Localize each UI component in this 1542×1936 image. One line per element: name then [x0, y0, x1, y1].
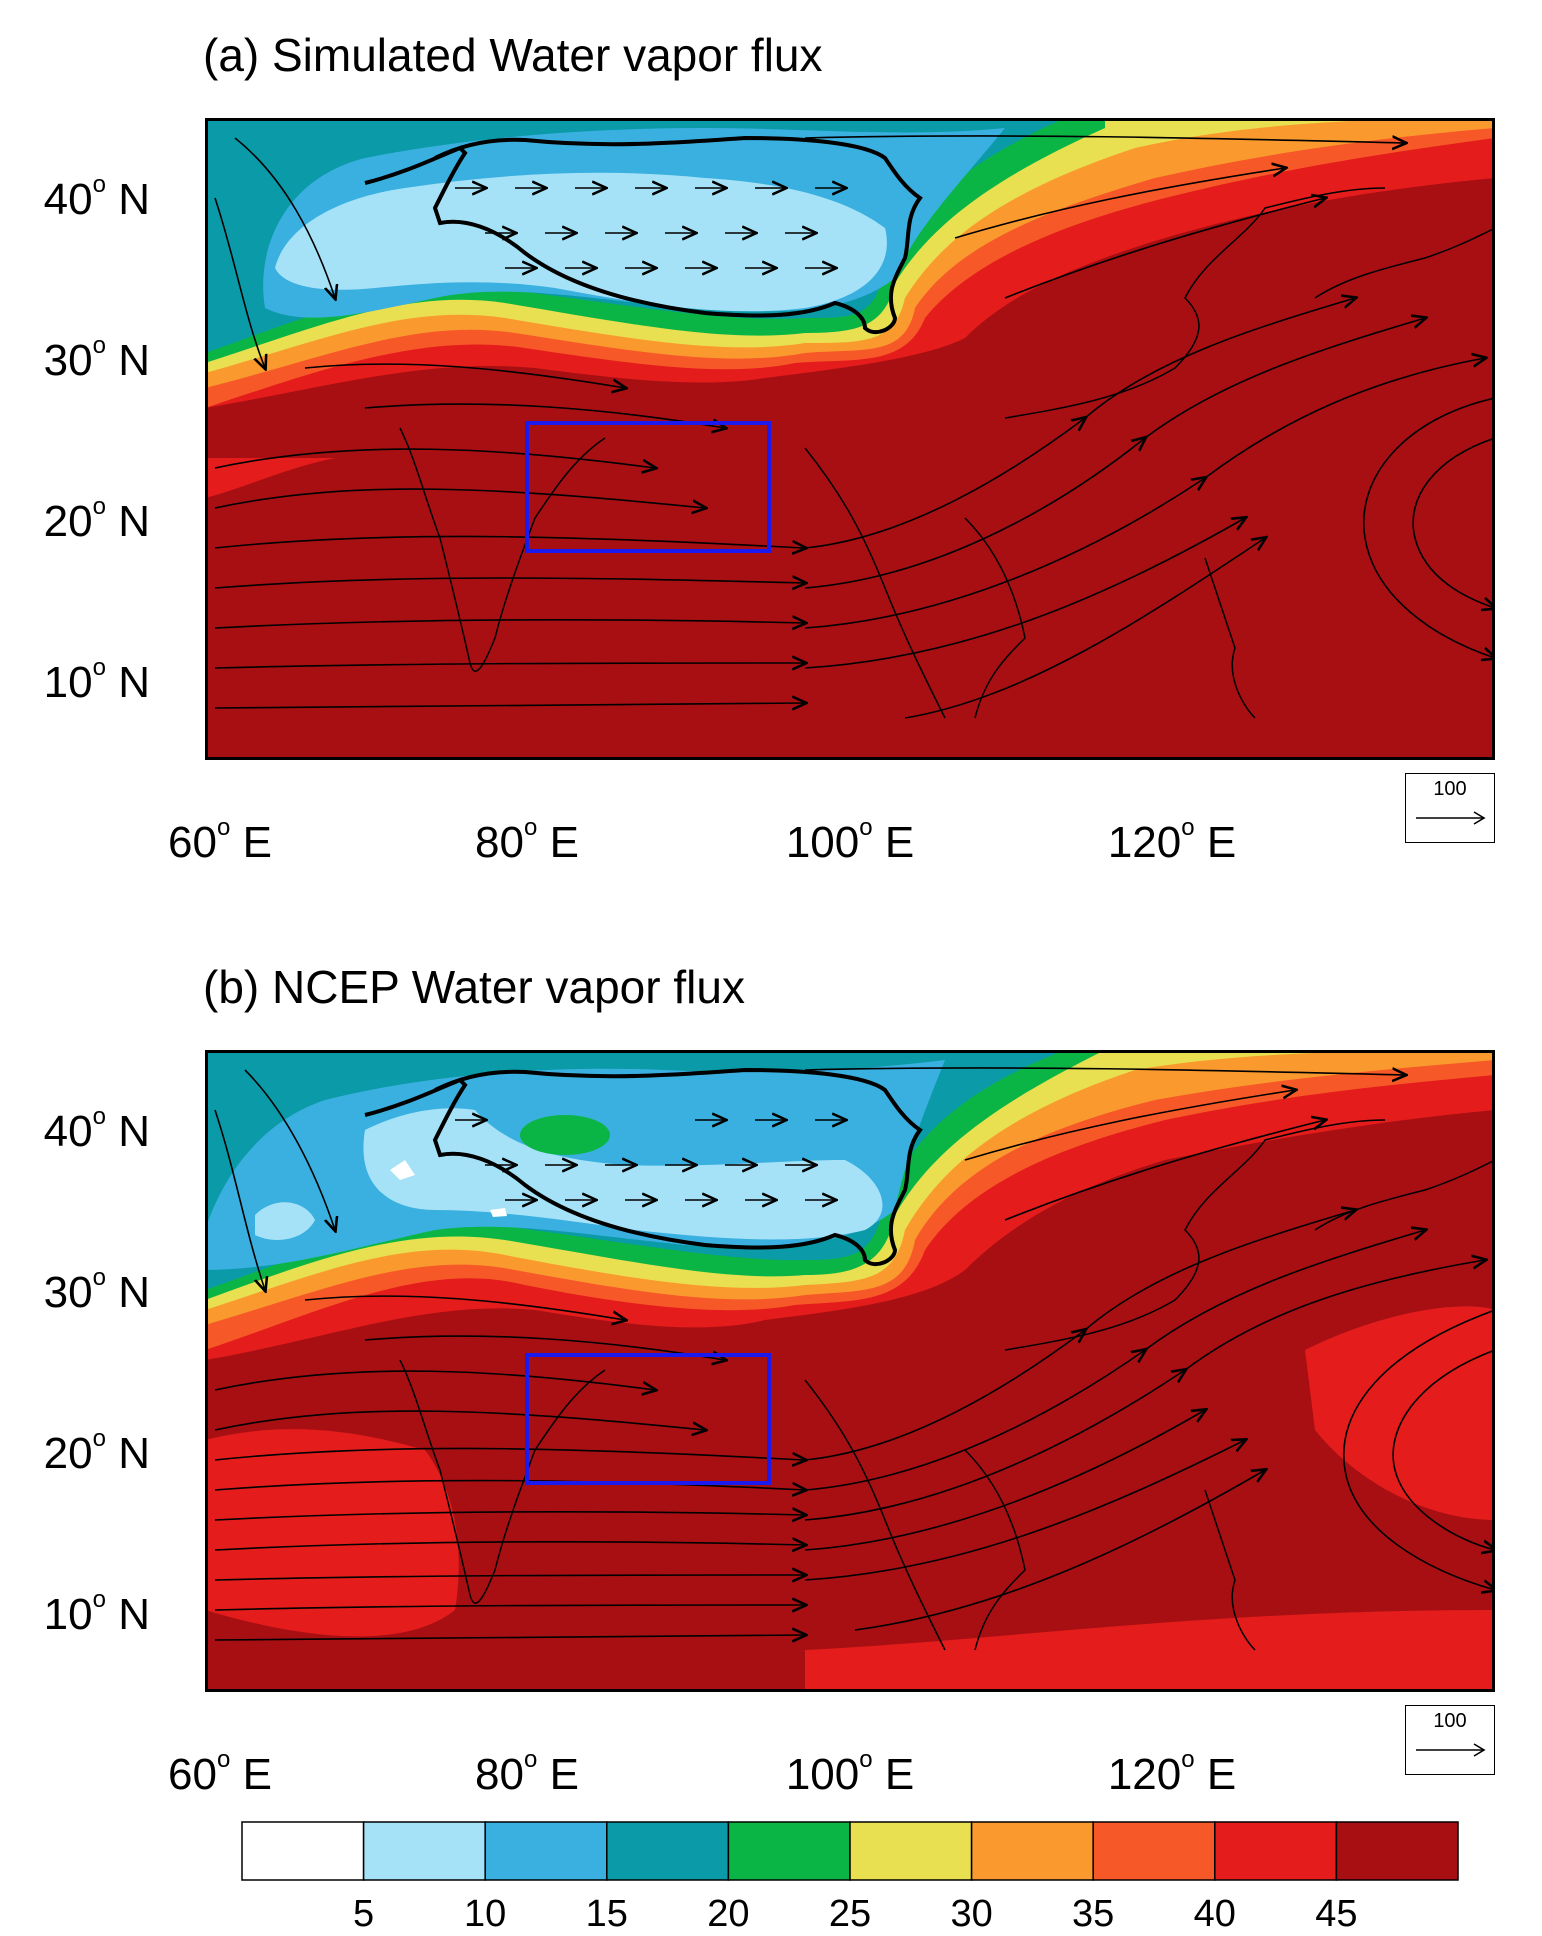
plateau-outline	[364, 135, 923, 335]
colorbar-swatch	[484, 1821, 608, 1881]
indochina-coast	[804, 447, 1026, 719]
green-cell	[520, 1115, 610, 1155]
panel-b-lon-120: 120o E	[1107, 1746, 1237, 1799]
reference-arrow-icon	[1416, 811, 1486, 825]
indochina-coast	[804, 1379, 1026, 1651]
colorbar-swatch	[1092, 1821, 1216, 1881]
panel-a-reference-vector: 100	[1405, 773, 1495, 843]
colorbar-swatch	[606, 1821, 730, 1881]
plateau-vectors-a	[455, 188, 845, 268]
panel-a-lon-60: 60o E	[168, 814, 272, 867]
japan	[1314, 227, 1495, 299]
colorbar-tick-label: 40	[1193, 1893, 1236, 1935]
colorbar-swatch	[241, 1821, 365, 1881]
panel-b-lat-30: 30o N	[43, 1264, 150, 1317]
colorbar-tick-label: 15	[585, 1893, 628, 1935]
colorbar-swatch	[1214, 1821, 1338, 1881]
streamlines-a	[214, 136, 1495, 719]
map-frame	[205, 1050, 1495, 1692]
panel-a-lat-40: 40o N	[43, 171, 150, 224]
colorbar-swatch	[970, 1821, 1094, 1881]
panel-a-title: (a) Simulated Water vapor flux	[203, 29, 823, 81]
panel-b-lat-20: 20o N	[43, 1425, 150, 1478]
colorbar-tick-label: 5	[353, 1893, 375, 1935]
colorbar-tick-label: 45	[1315, 1893, 1358, 1935]
panel-b-reference-value: 100	[1433, 1710, 1467, 1732]
panel-a-map	[205, 118, 1495, 760]
philippines	[1204, 1489, 1256, 1651]
panel-b-lon-100: 100o E	[785, 1746, 915, 1799]
study-region-box	[525, 421, 771, 553]
panel-a-lat-20: 20o N	[43, 493, 150, 546]
map-frame	[205, 118, 1495, 760]
philippines	[1204, 557, 1256, 719]
panel-a-lon-100: 100o E	[785, 814, 915, 867]
plateau-outline	[364, 1067, 923, 1267]
india-coast	[399, 427, 606, 672]
china-coast	[1004, 187, 1386, 419]
colorbar-swatch	[727, 1821, 851, 1881]
panel-a-lat-10: 10o N	[43, 654, 150, 707]
colorbar-swatch	[362, 1821, 486, 1881]
china-coast	[1004, 1119, 1386, 1351]
india-coast	[399, 1359, 606, 1604]
reference-arrow-icon	[1416, 1743, 1486, 1757]
panel-b-lat-10: 10o N	[43, 1586, 150, 1639]
panel-a-lon-80: 80o E	[475, 814, 579, 867]
study-region-box	[525, 1353, 771, 1485]
colorbar	[241, 1821, 1459, 1881]
panel-b-lon-60: 60o E	[168, 1746, 272, 1799]
panel-b-reference-vector: 100	[1405, 1705, 1495, 1775]
colorbar-tick-label: 25	[828, 1893, 872, 1935]
panel-a-lon-120: 120o E	[1107, 814, 1237, 867]
panel-a-reference-value: 100	[1433, 778, 1467, 800]
streamlines-b	[214, 1068, 1495, 1640]
field-5	[363, 1108, 883, 1240]
panel-a-lat-30: 30o N	[43, 332, 150, 385]
colorbar-tick-label: 30	[950, 1893, 993, 1935]
panel-b-lon-80: 80o E	[475, 1746, 579, 1799]
colorbar-tick-label: 35	[1072, 1893, 1115, 1935]
panel-b-lat-40: 40o N	[43, 1103, 150, 1156]
field-5	[275, 172, 887, 312]
colorbar-swatch	[849, 1821, 973, 1881]
panel-b-map	[205, 1050, 1495, 1692]
colorbar-tick-label: 20	[707, 1893, 750, 1935]
colorbar-swatch	[1335, 1821, 1459, 1881]
plateau-vectors-b	[455, 1120, 845, 1200]
panel-b-title: (b) NCEP Water vapor flux	[203, 961, 745, 1013]
colorbar-tick-label: 10	[464, 1893, 507, 1935]
